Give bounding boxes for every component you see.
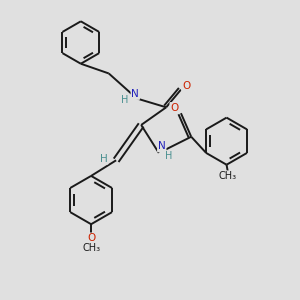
Text: H: H (100, 154, 108, 164)
Text: CH₃: CH₃ (219, 171, 237, 181)
Text: H: H (121, 95, 128, 105)
Text: O: O (87, 233, 95, 243)
Text: N: N (158, 142, 166, 152)
Text: CH₃: CH₃ (82, 243, 100, 253)
Text: O: O (170, 103, 178, 113)
Text: H: H (166, 152, 173, 161)
Text: N: N (131, 89, 139, 99)
Text: O: O (182, 81, 190, 91)
